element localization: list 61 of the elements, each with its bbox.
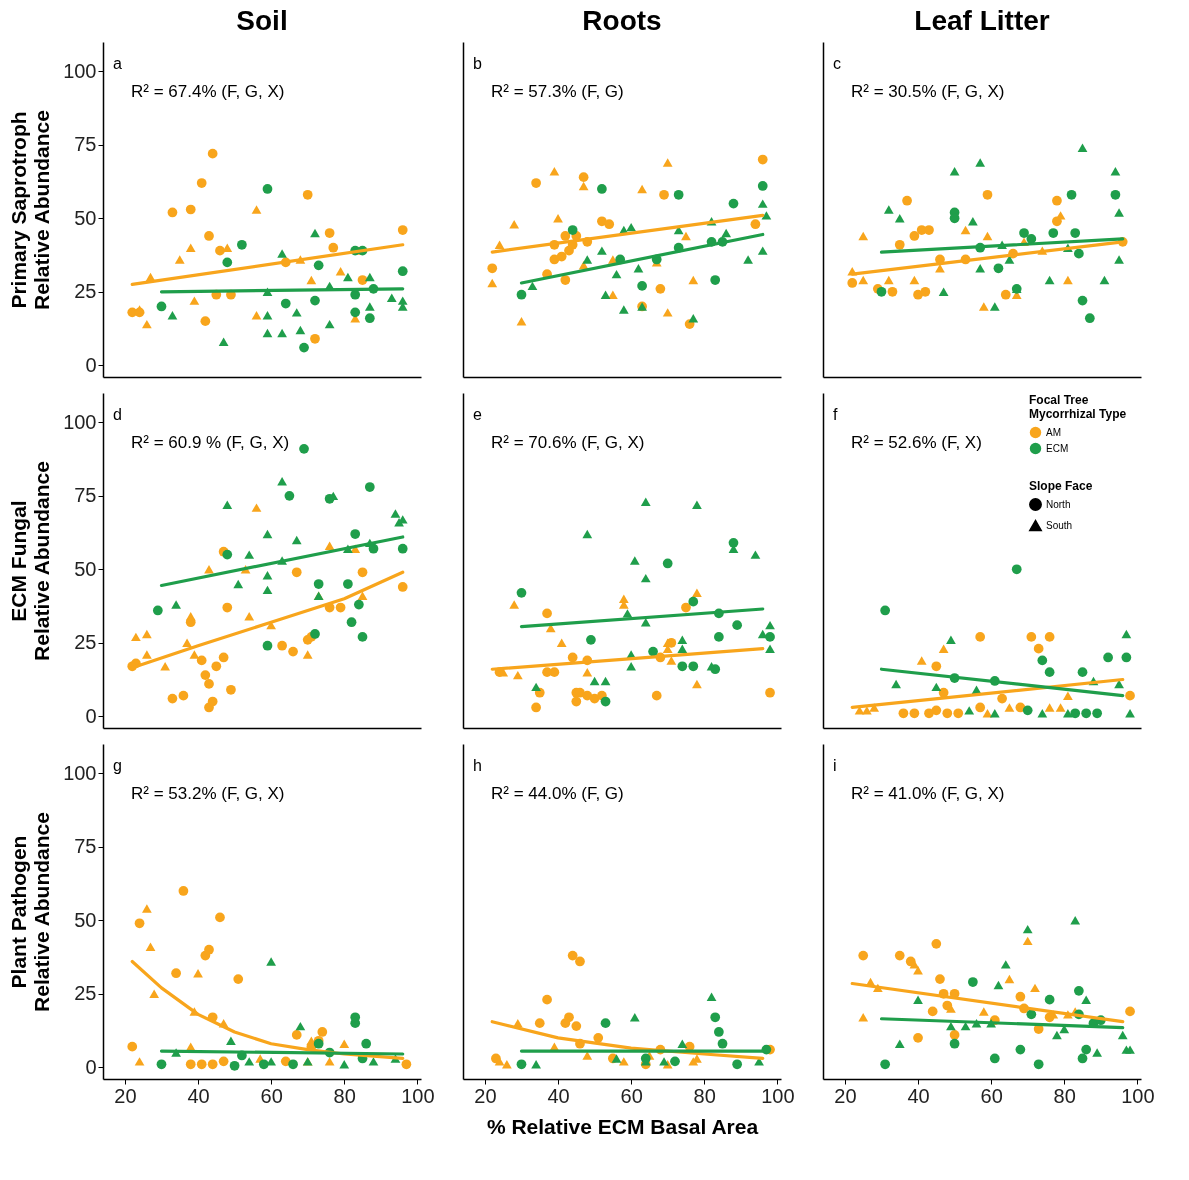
- x-tick-label: 80: [333, 1084, 356, 1107]
- y-tick-label: 50: [74, 557, 97, 580]
- legend-label: AM: [1046, 426, 1061, 438]
- annotation: Slope Face: [1029, 479, 1093, 493]
- y-tick-label: 75: [74, 835, 97, 858]
- x-tick-label: 40: [907, 1084, 930, 1107]
- annotation: R² = 41.0% (F, G, X): [851, 784, 1005, 803]
- y-tick-label: 100: [63, 410, 97, 433]
- x-tick-label: 100: [761, 1084, 795, 1107]
- annotation: R² = 67.4% (F, G, X): [131, 82, 285, 101]
- y-tick-label: 25: [74, 280, 97, 303]
- x-tick-label: 60: [260, 1084, 283, 1107]
- y-axis-title: Plant Pathogen Relative Abundance: [7, 812, 54, 1012]
- annotation: R² = 30.5% (F, G, X): [851, 82, 1005, 101]
- annotation: c: [833, 55, 841, 72]
- y-axis-title: ECM Fungal Relative Abundance: [7, 461, 54, 661]
- annotation: R² = 53.2% (F, G, X): [131, 784, 285, 803]
- annotation: South: [1046, 519, 1073, 531]
- y-tick-label: 25: [74, 631, 97, 654]
- y-tick-label: 100: [63, 59, 97, 82]
- x-tick-label: 60: [620, 1084, 643, 1107]
- y-tick-label: 50: [74, 908, 97, 931]
- annotation: i: [833, 757, 837, 774]
- annotation: R² = 60.9 % (F, G, X): [131, 433, 290, 452]
- y-tick-label: 75: [74, 484, 97, 507]
- y-tick-label: 50: [74, 206, 97, 229]
- annotation: h: [473, 757, 482, 774]
- x-tick-label: 100: [1121, 1084, 1155, 1107]
- annotation: g: [113, 757, 122, 774]
- x-tick-label: 80: [693, 1084, 716, 1107]
- annotation: b: [473, 55, 482, 72]
- x-tick-label: 40: [547, 1084, 570, 1107]
- x-axis-title: % Relative ECM Basal Area: [486, 1114, 759, 1138]
- y-tick-label: 0: [85, 1055, 97, 1078]
- y-tick-label: 75: [74, 133, 97, 156]
- x-tick-label: 20: [834, 1084, 857, 1107]
- x-tick-label: 100: [401, 1084, 435, 1107]
- y-axis-title: Primary Saprotroph Relative Abundance: [7, 110, 54, 310]
- y-tick-label: 25: [74, 982, 97, 1005]
- annotation: d: [113, 406, 122, 423]
- chart-title: Soil: [236, 5, 288, 36]
- chart-title: Leaf Litter: [914, 5, 1050, 36]
- annotation: R² = 52.6% (F, X): [851, 433, 982, 452]
- legend-label: ECM: [1046, 442, 1069, 454]
- chart-title: Roots: [582, 5, 662, 36]
- annotation: R² = 44.0% (F, G): [491, 784, 624, 803]
- x-tick-label: 20: [114, 1084, 137, 1107]
- annotation: a: [113, 55, 122, 72]
- annotation: f: [833, 406, 838, 423]
- annotation: R² = 70.6% (F, G, X): [491, 433, 645, 452]
- annotation: R² = 57.3% (F, G): [491, 82, 624, 101]
- legend-title: Focal Tree Mycorrhizal Type: [1029, 393, 1127, 421]
- y-tick-label: 0: [85, 353, 97, 376]
- y-tick-label: 0: [85, 704, 97, 727]
- y-tick-label: 100: [63, 761, 97, 784]
- annotation: North: [1046, 498, 1071, 510]
- x-tick-label: 80: [1053, 1084, 1076, 1107]
- annotation: e: [473, 406, 482, 423]
- x-tick-label: 60: [980, 1084, 1003, 1107]
- x-tick-label: 40: [187, 1084, 210, 1107]
- x-tick-label: 20: [474, 1084, 497, 1107]
